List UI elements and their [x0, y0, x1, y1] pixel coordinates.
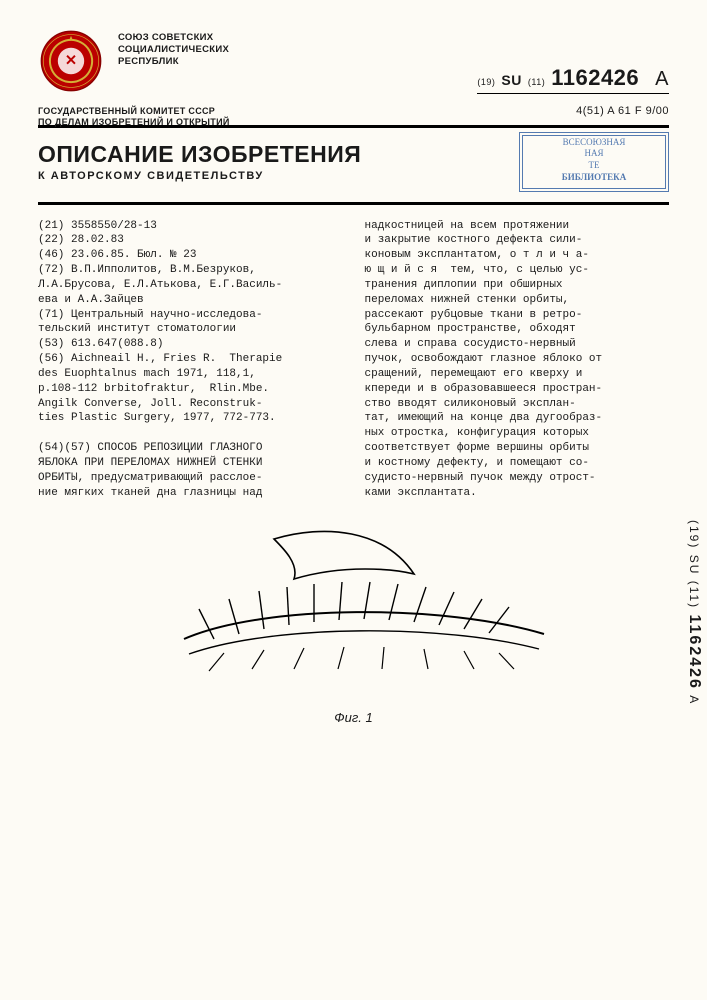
body-columns: (21) 3558550/28-13 (22) 28.02.83 (46) 23… [38, 219, 669, 501]
union-line2: СОЦИАЛИСТИЧЕСКИХ [118, 44, 229, 56]
side-su: SU [687, 555, 701, 576]
stamp-l4: БИБЛИОТЕКА [520, 172, 668, 184]
stamp-l1: ВСЕСОЮЗНАЯ [520, 137, 668, 149]
stamp-l2: НАЯ [520, 148, 668, 160]
figure-1: Фиг. 1 [38, 519, 669, 725]
publication-number: (19) SU (11) 1162426 A [477, 65, 669, 94]
figure-caption: Фиг. 1 [38, 710, 669, 725]
stamp-l3: ТЕ [520, 160, 668, 172]
title-main: ОПИСАНИЕ ИЗОБРЕТЕНИЯ [38, 141, 361, 168]
title-sub: К АВТОРСКОМУ СВИДЕТЕЛЬСТВУ [38, 170, 361, 182]
side-num: 1162426 [686, 615, 703, 690]
side-publication-number: (19) SU (11) 1162426 A [685, 520, 703, 705]
side-pre: (19) [687, 520, 701, 549]
side-a: A [687, 695, 701, 705]
figure-1-drawing-icon [144, 519, 564, 699]
pub-num: 1162426 [551, 65, 639, 91]
pub-su: SU [501, 72, 521, 88]
pub-a: A [645, 68, 669, 91]
pub-mid: (11) [528, 77, 545, 87]
union-line3: РЕСПУБЛИК [118, 56, 229, 68]
side-mid: (11) [687, 581, 701, 609]
header-row: СОЮЗ СОВЕТСКИХ СОЦИАЛИСТИЧЕСКИХ РЕСПУБЛИ… [38, 28, 669, 94]
column-right: надкостницей на всем протяжении и закрыт… [365, 219, 670, 501]
column-left: (21) 3558550/28-13 (22) 28.02.83 (46) 23… [38, 219, 343, 501]
library-stamp: ВСЕСОЮЗНАЯ НАЯ ТЕ БИБЛИОТЕКА [519, 132, 669, 192]
title-block: ОПИСАНИЕ ИЗОБРЕТЕНИЯ К АВТОРСКОМУ СВИДЕТ… [38, 132, 669, 192]
rule-bottom [38, 202, 669, 205]
union-line1: СОЮЗ СОВЕТСКИХ [118, 32, 229, 44]
ussr-crest-icon [38, 28, 104, 94]
pub-pre: (19) [477, 77, 495, 87]
union-text: СОЮЗ СОВЕТСКИХ СОЦИАЛИСТИЧЕСКИХ РЕСПУБЛИ… [118, 28, 229, 68]
